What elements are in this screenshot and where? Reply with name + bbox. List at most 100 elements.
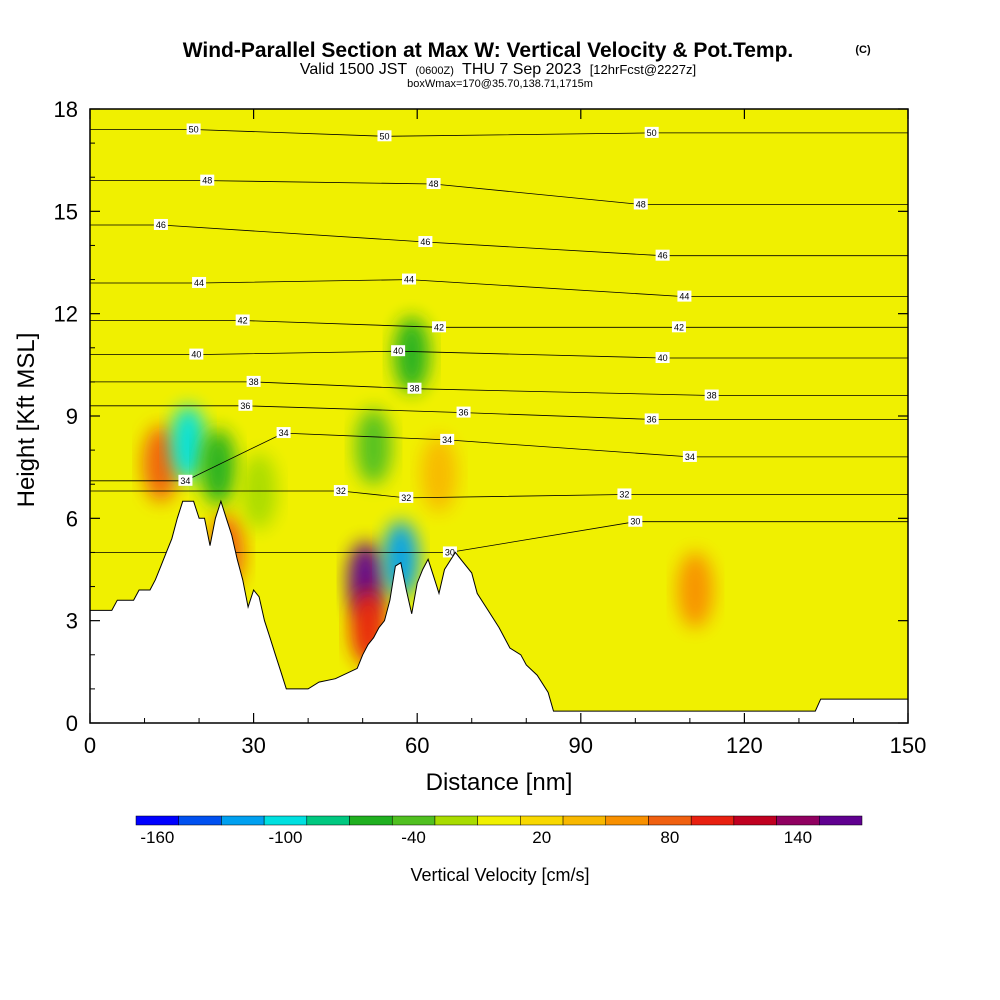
contour-label-bg: [200, 174, 215, 186]
chart-title: Wind-Parallel Section at Max W: Vertical…: [183, 39, 794, 62]
contour-label: 50: [647, 128, 657, 138]
x-axis-ticks: 0 30 60 90 120 150: [84, 109, 926, 758]
contour-label-bg: [377, 130, 392, 142]
contour-label-bg: [238, 399, 253, 411]
colorbar-swatch: [306, 815, 350, 826]
colorbar-swatch: [391, 815, 436, 826]
contour-label: 46: [658, 251, 668, 261]
contour-label: 40: [393, 346, 403, 356]
y-tick-label: 9: [66, 404, 78, 429]
velocity-feature: [382, 521, 419, 598]
theta-contour-labels: 50 50 50 48 48 48 46 46 46 44 44 44 42 42 42 40 40 40 38 38…: [153, 123, 719, 558]
contour-label-bg: [178, 474, 193, 486]
contour-label: 40: [191, 350, 201, 360]
contour-label: 44: [679, 292, 689, 302]
contour-label-bg: [246, 375, 261, 387]
contour-label-bg: [426, 178, 441, 190]
contour-label-bg: [644, 126, 659, 138]
chart-title-mark: (C): [855, 44, 871, 56]
x-tick-label: 120: [726, 733, 763, 758]
terrain-outline: [90, 499, 908, 712]
subtitle-forecast: [12hrFcst@2227z]: [590, 62, 696, 77]
contour-label-bg: [682, 450, 697, 462]
x-tick-label: 60: [405, 733, 429, 758]
colorbar-tick-label: 140: [784, 828, 812, 847]
contour-label: 32: [619, 489, 629, 499]
y-tick-label: 0: [66, 711, 78, 736]
contour-label: 36: [459, 408, 469, 418]
velocity-feature: [393, 316, 430, 393]
contour-label-bg: [655, 352, 670, 364]
x-tick-label: 150: [890, 733, 927, 758]
contour-label: 36: [647, 414, 657, 424]
y-tick-label: 15: [54, 199, 78, 224]
chart-subtitle: Valid 1500 JST (0600Z) THU 7 Sep 2023 [1…: [300, 61, 696, 78]
contour-label: 48: [202, 176, 212, 186]
contour-label: 38: [249, 377, 259, 387]
contour-label: 44: [194, 278, 204, 288]
colorbar-swatch: [349, 815, 393, 826]
contour-label-bg: [399, 491, 414, 503]
contour-label-bg: [153, 218, 168, 230]
subtitle-utc: (0600Z): [415, 65, 454, 77]
colorbar-swatch: [648, 815, 692, 826]
y-tick-label: 6: [66, 506, 78, 531]
contour-label-bg: [644, 413, 659, 425]
colorbar-swatch: [477, 815, 521, 826]
plot-area: 50 50 50 48 48 48 46 46 46 44 44 44 42 42 42 40 40 40 38 38…: [90, 109, 908, 723]
theta-contour-line: [90, 432, 908, 482]
contour-label: 44: [404, 275, 414, 285]
velocity-feature: [355, 408, 392, 485]
velocity-feature: [421, 435, 458, 512]
contour-label-bg: [186, 123, 201, 135]
x-tick-label: 0: [84, 733, 96, 758]
contour-label: 42: [238, 315, 248, 325]
contour-label: 34: [685, 452, 695, 462]
colorbar-swatch: [520, 815, 564, 826]
chart-subtitle-box: boxWmax=170@35.70,138.71,1715m: [407, 78, 593, 90]
colorbar-tick-label: -40: [401, 828, 426, 847]
contour-label: 38: [707, 391, 717, 401]
contour-label-bg: [628, 515, 643, 527]
contour-label: 42: [674, 322, 684, 332]
contour-label-bg: [655, 249, 670, 261]
contour-label: 30: [445, 547, 455, 557]
contour-label: 48: [636, 200, 646, 210]
y-tick-label: 12: [54, 302, 78, 327]
theta-contour-line: [90, 521, 908, 553]
contour-label: 50: [189, 124, 199, 134]
contour-label: 40: [658, 353, 668, 363]
contour-label-bg: [333, 485, 348, 497]
colorbar-swatch: [690, 815, 735, 826]
colorbar-swatch: [221, 815, 265, 826]
contour-label-bg: [418, 236, 433, 248]
colorbar-swatch: [434, 815, 478, 826]
contour-label: 46: [156, 220, 166, 230]
contour-label-bg: [235, 314, 250, 326]
velocity-feature: [142, 425, 179, 502]
contour-label-bg: [442, 546, 457, 558]
colorbar-swatch: [819, 815, 863, 826]
y-tick-label: 18: [54, 97, 78, 122]
contour-label-bg: [617, 488, 632, 500]
contour-label: 46: [420, 237, 430, 247]
contour-label: 32: [401, 493, 411, 503]
colorbar-tick-label: 80: [660, 828, 679, 847]
contour-label-bg: [704, 389, 719, 401]
subtitle-date: THU 7 Sep 2023: [462, 61, 581, 78]
contour-label-bg: [677, 290, 692, 302]
velocity-feature: [170, 405, 207, 482]
contour-label-bg: [633, 198, 648, 210]
colorbar: [135, 815, 863, 826]
contour-label: 30: [630, 517, 640, 527]
x-tick-label: 30: [241, 733, 265, 758]
contour-label-bg: [192, 276, 207, 288]
contour-label: 36: [240, 401, 250, 411]
y-tick-label: 3: [66, 609, 78, 634]
subtitle-valid: Valid 1500 JST: [300, 61, 408, 78]
contour-label: 34: [279, 428, 289, 438]
velocity-features: [142, 316, 714, 666]
